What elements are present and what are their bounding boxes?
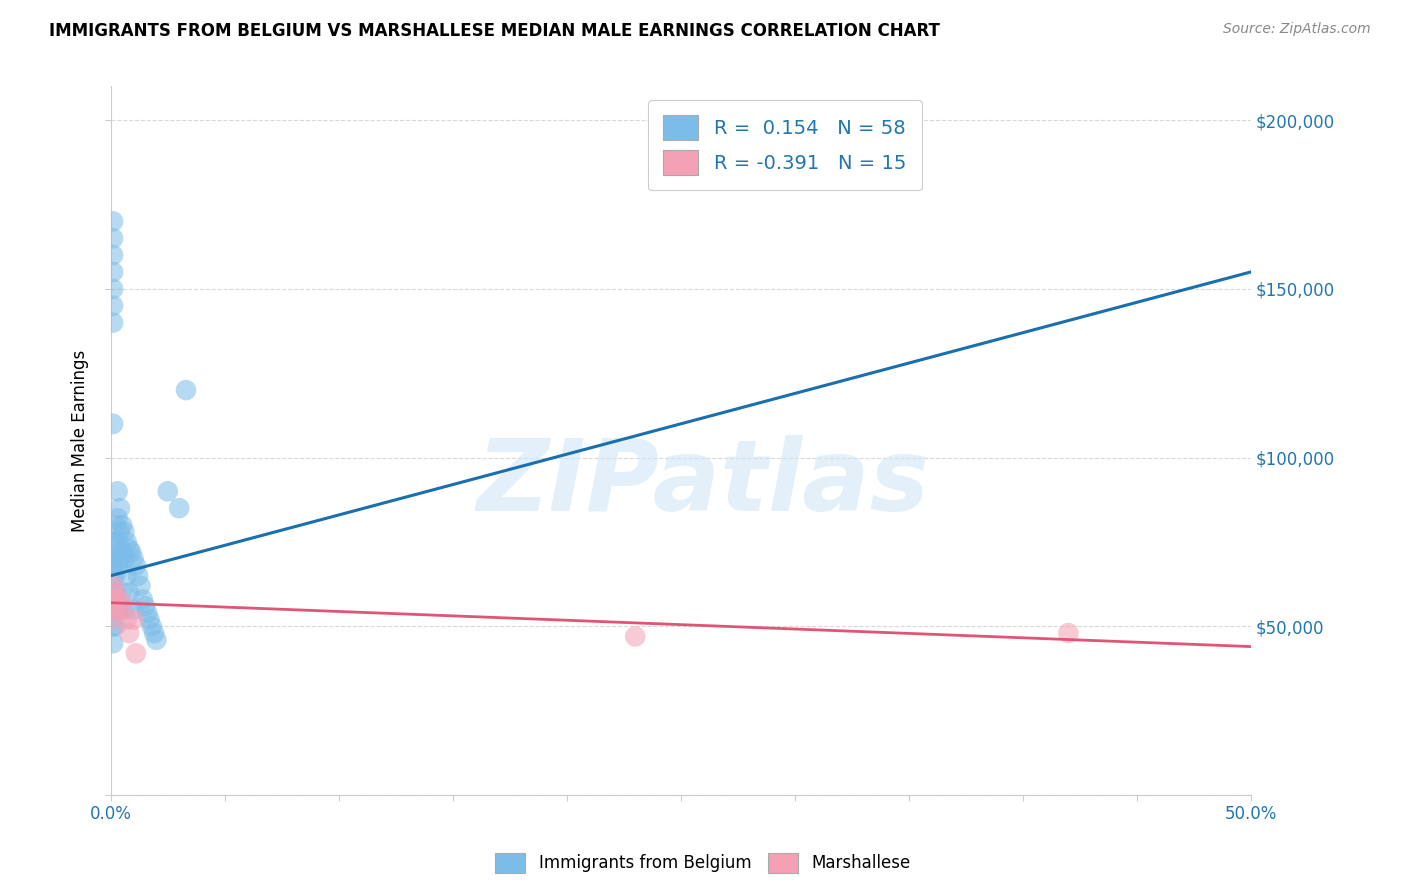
Point (108, 524, 131, 539)
Point (134, 599, 156, 613)
Point (115, 568, 138, 582)
Point (101, 248, 124, 262)
Point (111, 518, 134, 533)
Point (104, 585, 127, 599)
Point (107, 484, 129, 499)
Point (129, 579, 152, 593)
Text: ZIPatlas: ZIPatlas (477, 434, 931, 532)
Point (104, 518, 127, 533)
Point (167, 501, 190, 516)
Point (104, 551, 127, 566)
Point (108, 551, 131, 566)
Point (122, 602, 145, 616)
Point (107, 602, 129, 616)
Point (101, 585, 124, 599)
Point (118, 626, 141, 640)
Point (101, 417, 124, 431)
Point (127, 568, 149, 582)
Point (111, 585, 134, 599)
Point (101, 613, 124, 627)
Point (108, 501, 131, 516)
Point (104, 619, 127, 633)
Point (122, 613, 145, 627)
Point (101, 619, 124, 633)
Point (156, 484, 179, 499)
Point (120, 545, 142, 559)
Point (101, 592, 124, 607)
Point (107, 511, 129, 525)
Point (104, 568, 127, 582)
Point (101, 558, 124, 573)
Point (101, 579, 124, 593)
Point (101, 551, 124, 566)
Point (1057, 626, 1080, 640)
Point (114, 524, 136, 539)
Point (101, 568, 124, 582)
Point (107, 558, 129, 573)
Point (101, 636, 124, 650)
Point (118, 541, 141, 556)
Point (101, 299, 124, 313)
Point (141, 619, 163, 633)
Point (101, 282, 124, 296)
Point (143, 626, 166, 640)
Point (104, 602, 127, 616)
Point (101, 316, 124, 330)
Point (111, 596, 134, 610)
Point (107, 535, 129, 549)
Point (101, 602, 124, 616)
Point (114, 602, 136, 616)
Point (104, 535, 127, 549)
Point (104, 585, 127, 599)
Point (108, 602, 131, 616)
Point (131, 592, 153, 607)
Point (101, 265, 124, 279)
Point (115, 613, 138, 627)
Point (145, 632, 167, 647)
Point (118, 585, 141, 599)
Y-axis label: Median Male Earnings: Median Male Earnings (72, 350, 89, 532)
Legend: R =  0.154   N = 58, R = -0.391   N = 15: R = 0.154 N = 58, R = -0.391 N = 15 (648, 100, 922, 190)
Point (107, 592, 129, 607)
Point (101, 535, 124, 549)
Point (122, 551, 145, 566)
Point (115, 535, 138, 549)
Point (114, 551, 136, 566)
Text: Source: ZipAtlas.com: Source: ZipAtlas.com (1223, 22, 1371, 37)
Point (111, 545, 134, 559)
Point (138, 613, 160, 627)
Text: IMMIGRANTS FROM BELGIUM VS MARSHALLESE MEDIAN MALE EARNINGS CORRELATION CHART: IMMIGRANTS FROM BELGIUM VS MARSHALLESE M… (49, 22, 941, 40)
Point (174, 383, 197, 397)
Point (101, 214, 124, 228)
Point (125, 646, 148, 660)
Point (101, 602, 124, 616)
Point (101, 231, 124, 245)
Point (624, 630, 647, 644)
Point (108, 602, 131, 616)
Point (104, 602, 127, 616)
Legend: Immigrants from Belgium, Marshallese: Immigrants from Belgium, Marshallese (489, 847, 917, 880)
Point (136, 606, 159, 620)
Point (125, 558, 148, 573)
